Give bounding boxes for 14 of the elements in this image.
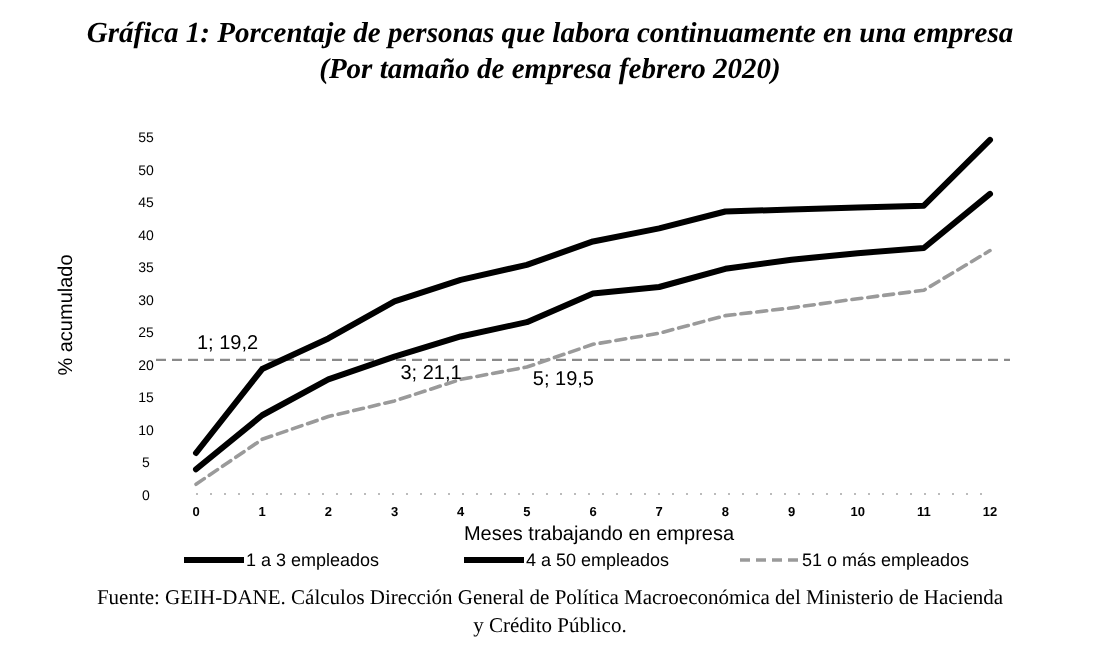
y-axis-title: % acumulado — [56, 253, 78, 376]
legend-label: 51 o más empleados — [802, 550, 971, 570]
line-series — [193, 190, 993, 473]
annotation: 3; 21,1 — [400, 362, 463, 385]
chart-subtitle: (Por tamaño de empresa febrero 2020) — [319, 54, 781, 86]
annotation: 1; 19,2 — [196, 333, 260, 356]
line-series — [193, 136, 993, 456]
annotation: 5; 19,5 — [532, 369, 595, 392]
line-series — [194, 248, 992, 487]
chart-title: Gráfica 1: Porcentaje de personas que labora continuamente en una empresa — [86, 18, 1014, 50]
x-axis-title: Meses trabajando en empresa — [463, 524, 735, 546]
legend-label: 4 a 50 empleados — [526, 550, 671, 570]
source-note: Fuente: GEIH-DANE. Cálculos Dirección General de Política Macroeconómica del Ministerio de Hacienda y Crédito Público. — [96, 588, 1004, 638]
legend-label: 1 a 3 empleados — [246, 550, 381, 570]
